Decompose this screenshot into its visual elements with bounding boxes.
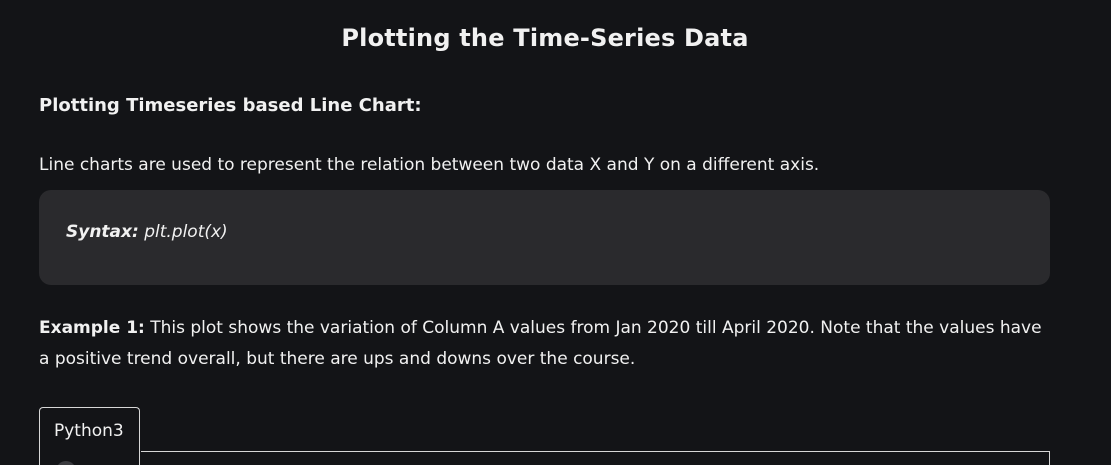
code-tabs: Python3: [39, 407, 1050, 465]
tab-python3-label: Python3: [54, 421, 124, 441]
example-paragraph: Example 1: This plot shows the variation…: [39, 313, 1050, 375]
syntax-line: Syntax: plt.plot(x): [66, 222, 228, 242]
page-title: Plotting the Time-Series Data: [341, 24, 749, 52]
tab-python3[interactable]: Python3: [39, 407, 140, 465]
section-subheading: Plotting Timeseries based Line Chart:: [39, 95, 422, 116]
intro-paragraph: Line charts are used to represent the re…: [39, 155, 820, 175]
example-label: Example 1:: [39, 318, 145, 338]
syntax-box: Syntax: plt.plot(x): [39, 190, 1050, 285]
code-content-border: [39, 451, 1050, 465]
example-text: This plot shows the variation of Column …: [39, 318, 1042, 369]
syntax-code: plt.plot(x): [144, 222, 228, 242]
code-toolbar-dot: [56, 461, 76, 465]
tab-underline: [141, 451, 1050, 452]
syntax-label: Syntax:: [66, 222, 139, 242]
